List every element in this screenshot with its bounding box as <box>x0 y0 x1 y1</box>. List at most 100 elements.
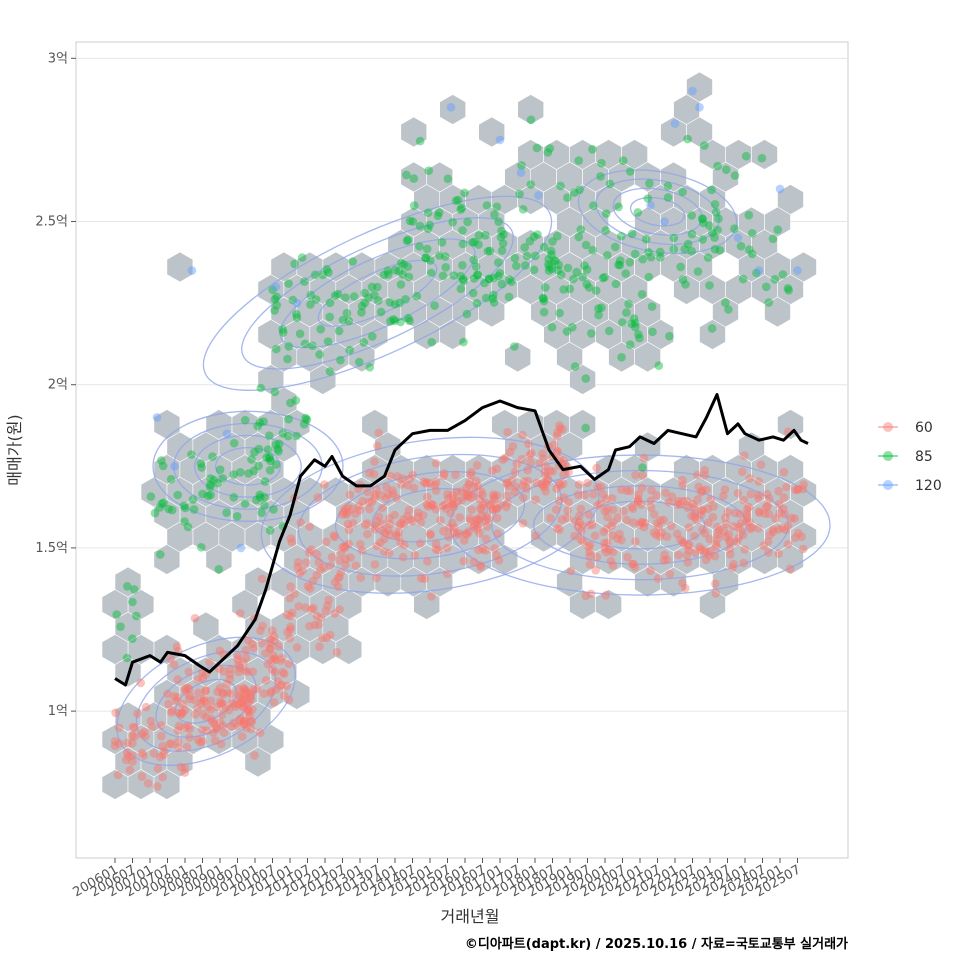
data-point-120 <box>170 462 179 471</box>
data-point-60 <box>185 733 194 742</box>
data-point-60 <box>305 522 314 531</box>
data-point-85 <box>588 145 597 154</box>
data-point-60 <box>678 578 687 588</box>
data-point-85 <box>456 271 466 281</box>
data-point-60 <box>465 514 475 523</box>
hexbin <box>205 409 233 440</box>
density-contour <box>152 410 344 522</box>
data-point-60 <box>535 458 544 468</box>
data-point-60 <box>330 532 340 542</box>
data-point-60 <box>221 703 230 713</box>
data-point-60 <box>322 633 332 643</box>
data-point-85 <box>770 275 780 284</box>
data-point-85 <box>284 342 294 351</box>
data-point-60 <box>265 644 275 653</box>
data-point-60 <box>492 513 502 523</box>
data-point-85 <box>430 301 439 310</box>
data-point-60 <box>633 496 643 506</box>
data-point-60 <box>267 626 277 635</box>
data-point-60 <box>427 592 436 601</box>
data-point-60 <box>768 527 778 537</box>
data-point-85 <box>189 505 199 514</box>
data-point-60 <box>201 686 210 696</box>
data-point-60 <box>241 646 250 655</box>
data-point-60 <box>463 492 473 502</box>
data-point-60 <box>473 481 483 491</box>
data-point-60 <box>553 524 562 533</box>
data-point-60 <box>370 490 380 499</box>
data-point-85 <box>569 274 578 284</box>
data-point-60 <box>278 667 288 677</box>
data-point-60 <box>664 497 673 507</box>
data-point-85 <box>179 501 189 511</box>
data-point-60 <box>619 507 628 516</box>
data-point-60 <box>563 506 572 515</box>
data-point-60 <box>274 642 283 651</box>
data-point-85 <box>424 166 434 175</box>
data-point-60 <box>313 493 323 502</box>
data-point-60 <box>622 486 632 495</box>
data-point-60 <box>708 512 718 522</box>
data-point-60 <box>466 470 476 480</box>
data-point-60 <box>287 537 297 547</box>
data-point-60 <box>309 603 318 613</box>
data-point-60 <box>318 633 327 643</box>
data-point-85 <box>584 283 594 292</box>
data-point-60 <box>413 512 423 522</box>
data-point-60 <box>585 560 595 569</box>
data-point-60 <box>735 509 745 519</box>
data-point-60 <box>798 484 808 494</box>
data-point-60 <box>266 634 275 644</box>
data-point-85 <box>373 282 382 292</box>
data-point-85 <box>703 253 713 262</box>
data-point-85 <box>255 490 265 500</box>
data-point-60 <box>275 681 285 691</box>
data-point-60 <box>481 516 491 526</box>
data-point-85 <box>663 193 673 202</box>
data-point-60 <box>374 428 384 438</box>
data-point-60 <box>448 499 458 509</box>
data-point-60 <box>180 768 190 777</box>
data-point-85 <box>384 270 393 279</box>
data-point-60 <box>555 421 564 430</box>
data-point-85 <box>588 245 597 255</box>
data-point-85 <box>700 141 709 150</box>
data-point-85 <box>292 309 301 319</box>
data-point-85 <box>167 505 177 515</box>
data-point-85 <box>522 251 532 261</box>
data-point-60 <box>764 509 773 519</box>
data-point-60 <box>173 675 182 684</box>
data-point-85 <box>600 273 609 282</box>
data-point-60 <box>239 702 248 712</box>
legend-key <box>883 480 893 490</box>
data-point-85 <box>693 267 703 276</box>
data-point-60 <box>257 574 267 584</box>
data-point-60 <box>242 723 251 732</box>
data-point-60 <box>384 548 394 558</box>
data-point-85 <box>315 350 324 359</box>
data-point-60 <box>473 514 482 524</box>
data-point-60 <box>687 511 696 521</box>
data-point-60 <box>185 724 195 734</box>
data-point-60 <box>394 527 403 537</box>
data-point-60 <box>665 569 675 579</box>
data-point-60 <box>400 540 409 550</box>
data-point-60 <box>508 442 518 451</box>
data-point-60 <box>740 451 749 461</box>
data-point-85 <box>752 268 761 278</box>
data-point-60 <box>174 708 183 718</box>
data-point-85 <box>568 323 577 332</box>
data-point-85 <box>544 260 553 269</box>
data-point-60 <box>510 467 520 477</box>
data-point-85 <box>633 208 643 217</box>
data-point-60 <box>791 485 800 495</box>
data-point-85 <box>539 307 549 317</box>
data-point-60 <box>489 492 499 502</box>
data-point-60 <box>442 543 452 553</box>
data-point-85 <box>342 308 352 318</box>
data-point-60 <box>741 517 751 527</box>
data-point-60 <box>531 531 541 540</box>
data-point-60 <box>326 630 335 640</box>
hexbin <box>478 116 506 148</box>
data-point-120 <box>733 233 743 243</box>
